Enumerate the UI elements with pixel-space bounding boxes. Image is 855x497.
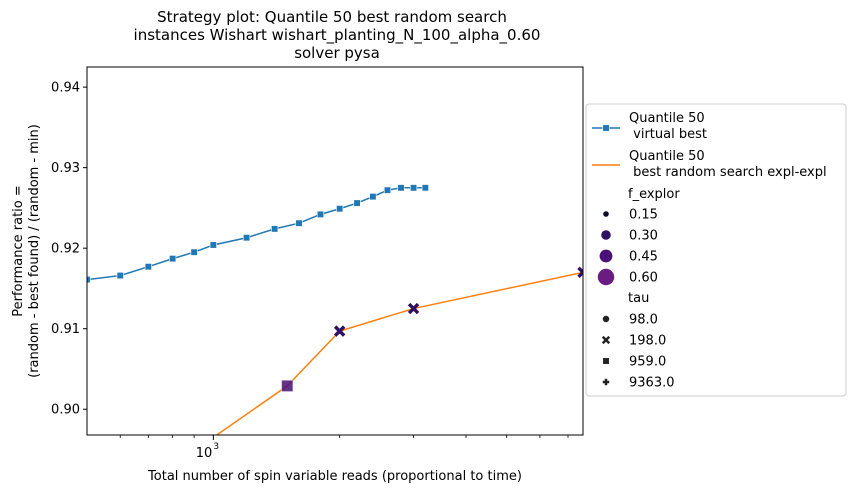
x-tick-label-exponent: 3 — [213, 442, 219, 452]
virtual-best-point — [209, 241, 217, 249]
legend-style-label: 959.0 — [629, 355, 666, 370]
random-search-point — [407, 302, 420, 315]
y-axis-label-line-2: (random - best found) / (random - min) — [27, 124, 42, 378]
legend-size-label: 0.15 — [629, 208, 658, 223]
legend-box — [585, 103, 847, 397]
legend-style-label: 98.0 — [629, 313, 658, 328]
legend-style-marker — [602, 378, 610, 386]
legend-style-title: tau — [628, 291, 649, 306]
legend-size-title: f_explor — [628, 187, 680, 202]
virtual-best-point — [383, 186, 392, 194]
legend-style-label: 198.0 — [629, 334, 666, 349]
legend-style-label: 9363.0 — [629, 376, 675, 391]
legend-style-marker — [602, 315, 610, 323]
y-tick-label: 0.94 — [51, 81, 80, 96]
legend-size-label: 0.30 — [629, 229, 658, 244]
plot-area — [87, 184, 583, 435]
virtual-best-point — [421, 184, 429, 192]
legend-style-marker — [602, 357, 610, 365]
random-search-point — [333, 325, 346, 337]
chart-title-line-3: solver pysa — [294, 44, 380, 62]
y-axis-label-line-1: Performance ratio = — [11, 185, 26, 317]
legend-size-marker — [603, 211, 609, 217]
y-tick-label: 0.93 — [51, 161, 80, 176]
virtual-best-point — [295, 219, 303, 227]
virtual-best-point — [144, 263, 152, 271]
series-line-virtual-best — [87, 187, 426, 281]
virtual-best-point — [271, 225, 279, 233]
y-tick-label: 0.92 — [51, 242, 80, 257]
virtual-best-point — [369, 193, 377, 201]
legend-size-marker — [597, 268, 615, 286]
series-line-random-search — [215, 271, 583, 435]
virtual-best-point — [397, 184, 405, 192]
virtual-best-point — [243, 234, 251, 242]
virtual-best-point — [336, 205, 344, 213]
legend-style-marker — [601, 335, 611, 345]
legend-size-marker — [599, 249, 613, 263]
chart-title-line-1: Strategy plot: Quantile 50 best random s… — [157, 8, 507, 26]
virtual-best-point — [87, 276, 91, 284]
virtual-best-point — [316, 210, 325, 218]
legend-size-marker — [601, 230, 611, 240]
legend-size-label: 0.45 — [629, 250, 658, 265]
virtual-best-point — [410, 184, 418, 192]
legend-label-random-search-line-1: Quantile 50 — [629, 149, 705, 164]
virtual-best-point — [353, 199, 361, 207]
legend-label-random-search-line-2: best random search expl-expl — [629, 165, 827, 180]
x-axis-label: Total number of spin variable reads (pro… — [147, 469, 522, 484]
legend-marker-virtual-best — [602, 124, 610, 132]
random-search-point — [577, 266, 583, 279]
axes-frame — [86, 66, 584, 436]
legend-label-virtual-best-line-1: Quantile 50 — [629, 111, 705, 126]
axes: 0.90 0.91 0.92 0.93 0.94 10 3 — [51, 81, 569, 461]
x-tick-label-base: 10 — [196, 446, 213, 461]
virtual-best-point — [116, 272, 124, 280]
legend-size-label: 0.60 — [629, 271, 658, 286]
y-tick-label: 0.90 — [51, 403, 80, 418]
virtual-best-point — [190, 248, 198, 256]
legend-label-virtual-best-line-2: virtual best — [629, 127, 707, 142]
y-tick-label: 0.91 — [51, 322, 80, 337]
random-search-point — [281, 379, 294, 392]
virtual-best-point — [169, 255, 177, 263]
chart-title-line-2: instances Wishart wishart_planting_N_100… — [134, 26, 541, 45]
